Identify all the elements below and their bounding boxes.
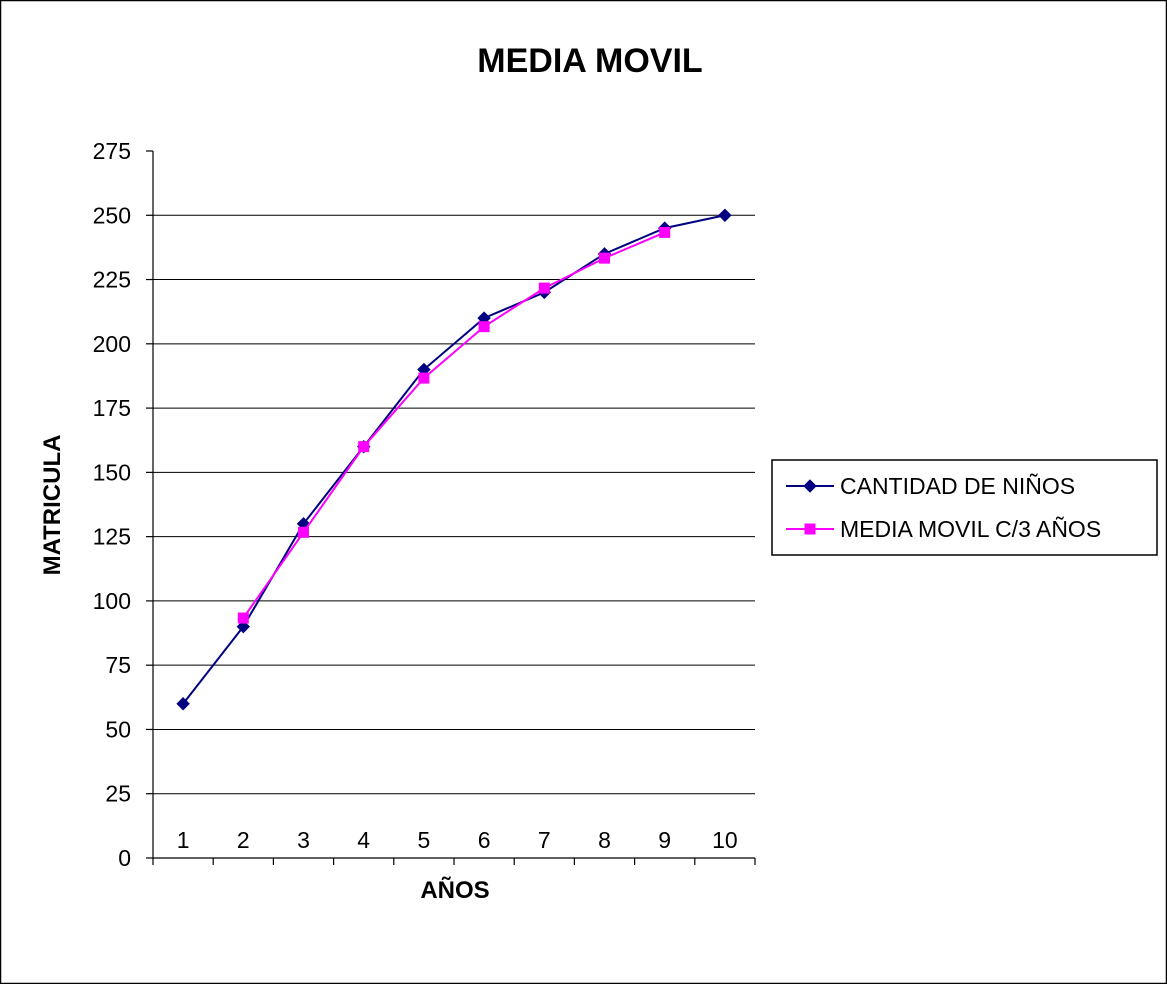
x-tick-label: 5	[418, 827, 431, 853]
x-tick-label: 4	[357, 827, 370, 853]
series-line	[242, 231, 666, 619]
legend-box	[771, 459, 1158, 556]
x-tick-label: 3	[297, 827, 310, 853]
x-tick-label: 1	[177, 827, 190, 853]
data-point	[718, 208, 732, 222]
y-tick-label: 50	[105, 716, 131, 742]
data-point	[659, 226, 671, 238]
legend-marker	[804, 523, 816, 535]
data-point	[538, 282, 550, 294]
x-tick-label: 10	[712, 827, 738, 853]
y-tick-label: 0	[118, 845, 131, 871]
y-tick-label: 125	[93, 524, 131, 550]
gridlines	[153, 214, 755, 795]
data-point	[478, 321, 490, 333]
x-tick-label: 9	[658, 827, 671, 853]
legend: CANTIDAD DE NIÑOS MEDIA MOVIL C/3 AÑOS	[771, 459, 1158, 556]
x-axis-title: AÑOS	[420, 876, 489, 904]
legend-label: CANTIDAD DE NIÑOS	[840, 473, 1075, 499]
axes: 0 25 50 75 100 125 150 175 200 225 250 275 1 2 3 4 5 6 7 8 9…	[93, 138, 756, 871]
y-tick-label: 25	[105, 781, 131, 807]
legend-item-2: MEDIA MOVIL C/3 AÑOS	[786, 516, 1101, 542]
y-tick-label: 100	[93, 588, 131, 614]
x-tick-label: 8	[598, 827, 611, 853]
data-point	[599, 252, 610, 264]
legend-label: MEDIA MOVIL C/3 AÑOS	[840, 516, 1101, 542]
legend-item-1: CANTIDAD DE NIÑOS	[786, 473, 1075, 499]
x-tick-label: 6	[478, 827, 491, 853]
data-point	[176, 697, 190, 711]
series-2	[237, 226, 671, 624]
y-tick-label: 225	[93, 267, 131, 293]
y-tick-label: 250	[93, 202, 131, 228]
y-axis-title: MATRICULA	[39, 435, 66, 576]
x-tick-label: 7	[538, 827, 551, 853]
data-point	[358, 441, 370, 453]
chart-title: MEDIA MOVIL	[477, 42, 702, 80]
series-layer	[176, 208, 732, 711]
y-tick-label: 175	[93, 395, 131, 421]
data-point	[236, 619, 251, 634]
data-point	[418, 372, 430, 384]
legend-marker	[803, 479, 817, 493]
y-tick-label: 150	[93, 459, 131, 485]
y-tick-label: 200	[93, 331, 131, 357]
x-tick-label: 2	[237, 827, 250, 853]
data-point	[298, 526, 309, 538]
data-point	[237, 612, 249, 624]
y-tick-label: 275	[93, 138, 131, 164]
y-tick-label: 75	[105, 652, 131, 678]
